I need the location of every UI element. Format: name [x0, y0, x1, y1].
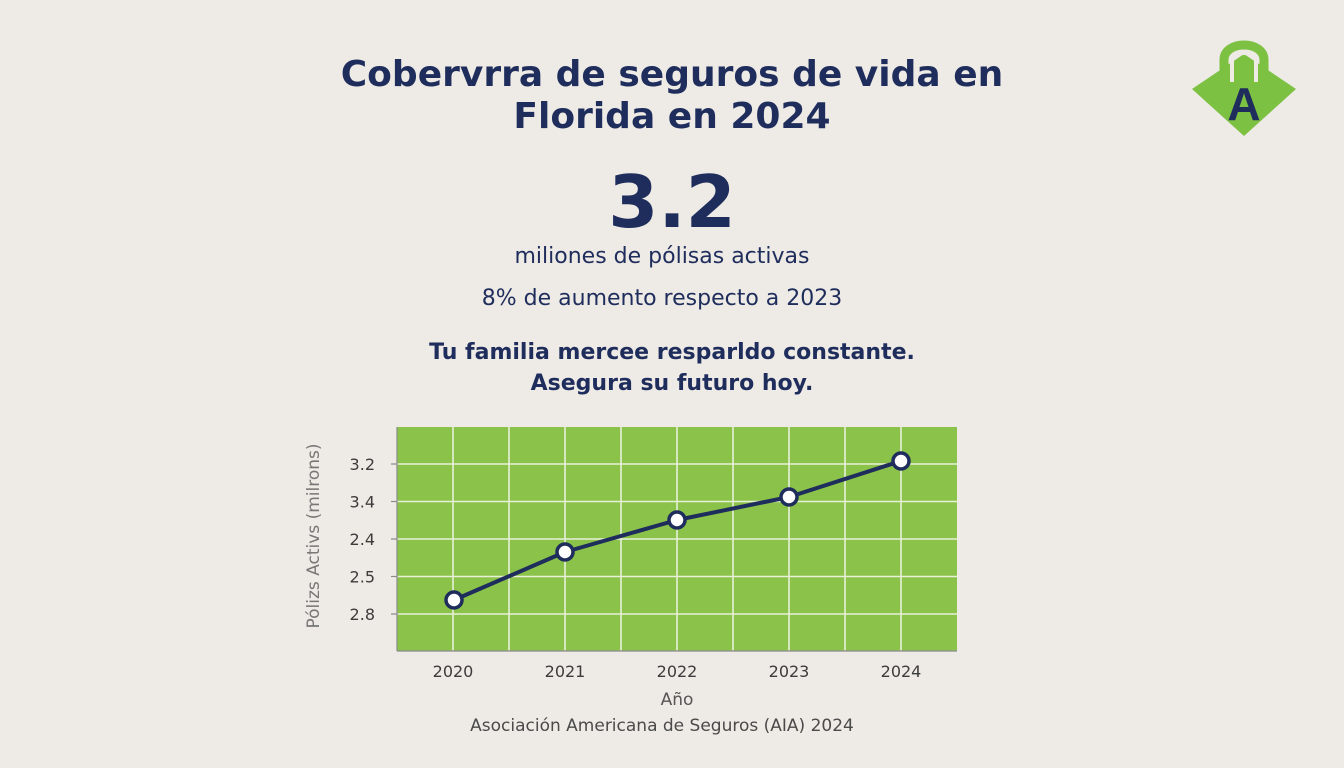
logo-shackle-inner — [1230, 51, 1258, 82]
page-title: Cobervrra de seguros de vida en Florida … — [272, 54, 1072, 138]
data-point — [555, 542, 575, 562]
x-tick-label: 2020 — [433, 662, 474, 681]
y-tick-label: 2.4 — [350, 530, 375, 549]
x-tick-label: 2021 — [545, 662, 586, 681]
headline-value: 3.2 — [608, 160, 736, 244]
y-tick-label: 2.8 — [350, 605, 375, 624]
data-point — [779, 487, 799, 507]
title-line-1: Cobervrra de seguros de vida en — [340, 54, 1004, 95]
growth-text: 8% de aumento respecto a 2023 — [481, 286, 843, 311]
y-tick-label: 3.2 — [350, 455, 375, 474]
tagline-line-2: Asegura su futuro hoy. — [530, 371, 814, 396]
logo-diamond — [1192, 54, 1296, 136]
x-axis-title: Año — [661, 690, 694, 710]
y-tick-label: 3.4 — [350, 493, 375, 512]
logo-shackle — [1219, 40, 1269, 82]
data-point — [667, 510, 687, 530]
logo-letter: A — [1227, 78, 1260, 130]
title-line-2: Florida en 2024 — [513, 96, 831, 137]
x-tick-label: 2022 — [657, 662, 698, 681]
data-point — [444, 590, 464, 610]
data-point — [891, 451, 911, 471]
source-note: Asociación Americana de Seguros (AIA) 20… — [470, 716, 854, 736]
y-tick-label: 2.5 — [350, 568, 375, 587]
tagline-line-1: Tu familia mercee resparldo constante. — [429, 340, 915, 365]
y-axis-title: Pólizs Activs (milrons) — [304, 444, 324, 629]
tagline: Tu familia mercee resparldo constante. A… — [322, 337, 1022, 399]
x-tick-label: 2023 — [769, 662, 810, 681]
padlock-shield-icon: A — [1192, 40, 1296, 136]
headline-unit: miliones de pólisas activas — [514, 244, 810, 269]
x-tick-label: 2024 — [881, 662, 922, 681]
